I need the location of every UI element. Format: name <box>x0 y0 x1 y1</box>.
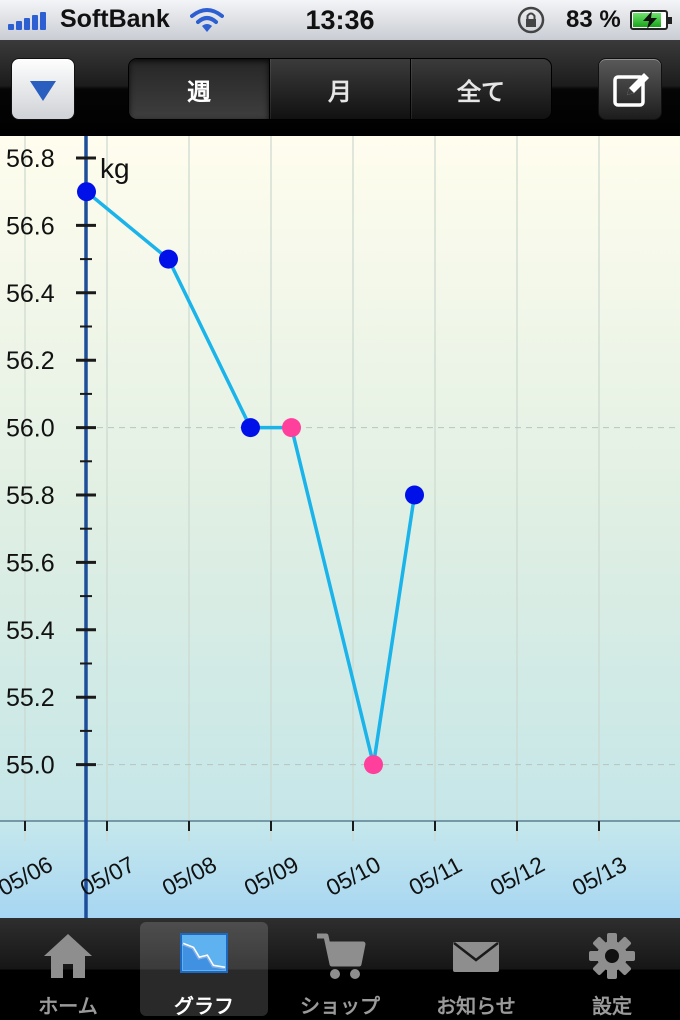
home-icon <box>44 934 92 978</box>
segment-week[interactable]: 週 <box>129 59 269 119</box>
mail-icon <box>453 942 499 972</box>
clock: 13:36 <box>305 5 375 35</box>
y-tick-label: 56.8 <box>6 145 55 173</box>
tab-graph-label: グラフ <box>174 996 234 1018</box>
period-segmented-control: 週 月 全て <box>128 58 552 120</box>
weight-chart-svg: 05/06 05/07 05/08 05/09 05/10 05/11 05/12 05/13… <box>0 136 680 918</box>
tab-shop[interactable]: ショップ <box>276 922 404 1018</box>
tab-home-label: ホーム <box>38 996 98 1018</box>
y-tick-label: 56.6 <box>6 212 55 240</box>
weight-data-point <box>364 755 383 775</box>
tab-news-label: お知らせ <box>436 996 516 1018</box>
tab-bar: ホーム グラフ ショップ お知らせ <box>0 918 680 1020</box>
cart-icon <box>317 933 366 979</box>
weight-data-point <box>77 182 96 202</box>
y-tick-label: 56.2 <box>6 347 55 375</box>
navigation-bar: 週 月 全て <box>0 40 680 136</box>
carrier-name: SoftBank <box>60 5 170 33</box>
segment-month[interactable]: 月 <box>269 59 410 119</box>
edit-button[interactable] <box>598 58 662 120</box>
weight-data-point <box>405 485 424 505</box>
tab-settings[interactable]: 設定 <box>548 922 676 1018</box>
weight-data-point <box>241 418 260 438</box>
wifi-icon <box>190 8 224 32</box>
status-bar: SoftBank 13:36 83 % <box>0 0 680 40</box>
segment-all[interactable]: 全て <box>410 59 551 119</box>
graph-icon <box>180 933 228 973</box>
y-tick-label: 56.4 <box>6 280 55 308</box>
weight-chart[interactable]: 05/06 05/07 05/08 05/09 05/10 05/11 05/12 05/13… <box>0 136 680 918</box>
weight-series-line <box>85 190 417 767</box>
tab-news[interactable]: お知らせ <box>412 922 540 1018</box>
weight-data-point <box>282 418 301 438</box>
edit-pencil-icon <box>613 73 649 107</box>
battery-percent: 83 % <box>566 6 621 33</box>
y-tick-label: 55.8 <box>6 482 55 510</box>
tab-settings-label: 設定 <box>592 996 632 1018</box>
menu-button[interactable] <box>11 58 75 120</box>
y-tick-label: 55.2 <box>6 684 55 712</box>
y-tick-label: 55.0 <box>6 752 55 780</box>
tab-shop-label: ショップ <box>300 996 380 1018</box>
y-tick-label: 55.6 <box>6 549 55 577</box>
tab-graph[interactable]: グラフ <box>140 922 268 1018</box>
signal-strength-icon <box>8 10 50 30</box>
tab-home[interactable]: ホーム <box>4 922 132 1018</box>
rotation-lock-icon <box>517 6 545 34</box>
battery-charging-icon <box>630 10 672 30</box>
triangle-down-icon <box>30 81 56 101</box>
y-tick-label: 55.4 <box>6 617 55 645</box>
weight-data-point <box>159 249 178 269</box>
y-unit-label: kg <box>100 153 130 184</box>
y-tick-label: 56.0 <box>6 415 55 443</box>
gear-icon <box>589 933 635 979</box>
